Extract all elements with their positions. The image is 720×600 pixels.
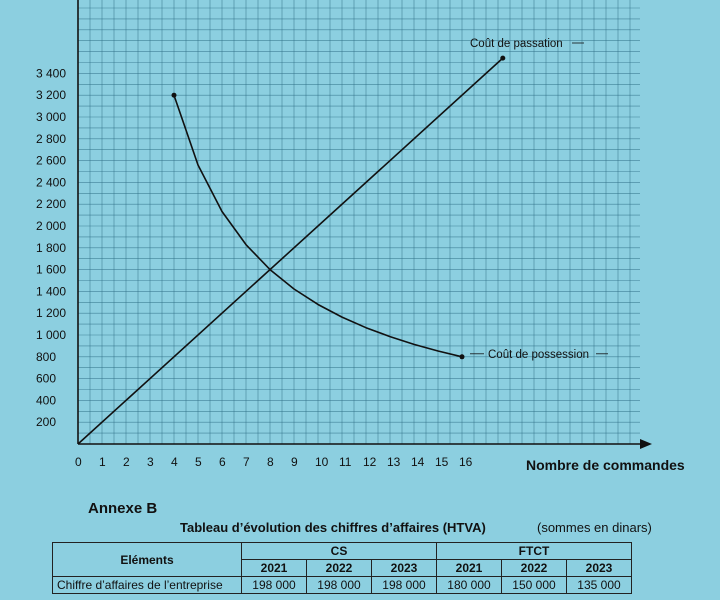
chart-annotations: Coût de passation Coût de possession (470, 38, 608, 361)
y-tick-label: 800 (36, 350, 56, 364)
revenue-table: Eléments CS FTCT 2021 2022 2023 2021 202… (52, 542, 632, 594)
x-tick-label: 13 (387, 455, 401, 469)
x-axis-ticks: 0 1 2 3 4 5 6 7 8 9 10 11 12 13 14 15 16 (75, 455, 473, 469)
series-point (500, 55, 506, 61)
y-tick-label: 1 000 (36, 328, 66, 342)
y-tick-label: 1 200 (36, 306, 66, 320)
table-cell: 150 000 (501, 576, 567, 594)
x-tick-label: 16 (459, 455, 473, 469)
table-caption: Tableau d’évolution des chiffres d’affai… (180, 520, 486, 535)
y-tick-label: 1 400 (36, 284, 66, 298)
year-cell: 2021 (436, 559, 502, 577)
series-line-passation (77, 57, 504, 445)
col-elements: Eléments (52, 542, 242, 577)
y-tick-label: 2 200 (36, 197, 66, 211)
year-cell: 2022 (306, 559, 372, 577)
annotation-passation: Coût de passation (470, 38, 563, 50)
x-tick-label: 14 (411, 455, 425, 469)
y-tick-label: 3 000 (36, 110, 66, 124)
table-cell: 198 000 (241, 576, 307, 594)
table-unit: (sommes en dinars) (537, 520, 652, 535)
table-cell: 198 000 (306, 576, 372, 594)
series-point (171, 92, 177, 98)
y-tick-label: 3 400 (36, 66, 66, 80)
x-tick-label: 8 (267, 455, 274, 469)
chart-series (77, 55, 506, 445)
y-tick-label: 400 (36, 393, 56, 407)
x-tick-label: 3 (147, 455, 154, 469)
table-header-row: Eléments CS FTCT (52, 542, 632, 577)
x-tick-label: 12 (363, 455, 377, 469)
table-cell: 198 000 (371, 576, 437, 594)
table-row: Chiffre d’affaires de l’entreprise 198 0… (52, 576, 632, 594)
x-tick-label: 15 (435, 455, 449, 469)
y-tick-label: 200 (36, 415, 56, 429)
series-line-possession (173, 94, 463, 358)
x-tick-label: 9 (291, 455, 298, 469)
y-tick-label: 2 000 (36, 219, 66, 233)
row-label: Chiffre d’affaires de l’entreprise (52, 576, 242, 594)
chart: 200 400 600 800 1 000 1 200 1 400 1 600 1 800 2 0… (36, 0, 685, 473)
x-tick-label: 2 (123, 455, 130, 469)
table-cell: 180 000 (436, 576, 502, 594)
y-tick-label: 1 600 (36, 263, 66, 277)
chart-grid (77, 0, 640, 445)
x-tick-label: 4 (171, 455, 178, 469)
x-axis-title: Nombre de commandes (526, 457, 685, 473)
y-tick-label: 3 200 (36, 88, 66, 102)
x-axis-arrow (640, 439, 652, 449)
x-tick-label: 7 (243, 455, 250, 469)
x-tick-label: 1 (99, 455, 106, 469)
x-tick-label: 5 (195, 455, 202, 469)
chart-axes (77, 0, 652, 449)
x-tick-label: 6 (219, 455, 226, 469)
year-cell: 2023 (371, 559, 437, 577)
y-tick-label: 2 800 (36, 132, 66, 146)
series-point (459, 354, 465, 360)
group-ftct: FTCT (436, 542, 632, 560)
x-tick-label: 11 (339, 455, 352, 469)
y-axis-ticks: 200 400 600 800 1 000 1 200 1 400 1 600 1 800 2 0… (36, 66, 66, 429)
y-tick-label: 600 (36, 372, 56, 386)
y-tick-label: 2 600 (36, 154, 66, 168)
group-cs: CS (241, 542, 437, 560)
y-tick-label: 1 800 (36, 241, 66, 255)
x-tick-label: 0 (75, 455, 82, 469)
year-cell: 2023 (566, 559, 632, 577)
year-cell: 2021 (241, 559, 307, 577)
table-cell: 135 000 (566, 576, 632, 594)
annex-title: Annexe B (88, 500, 158, 517)
x-tick-label: 10 (315, 455, 329, 469)
annotation-possession: Coût de possession (488, 349, 589, 361)
year-cell: 2022 (501, 559, 567, 577)
y-tick-label: 2 400 (36, 175, 66, 189)
